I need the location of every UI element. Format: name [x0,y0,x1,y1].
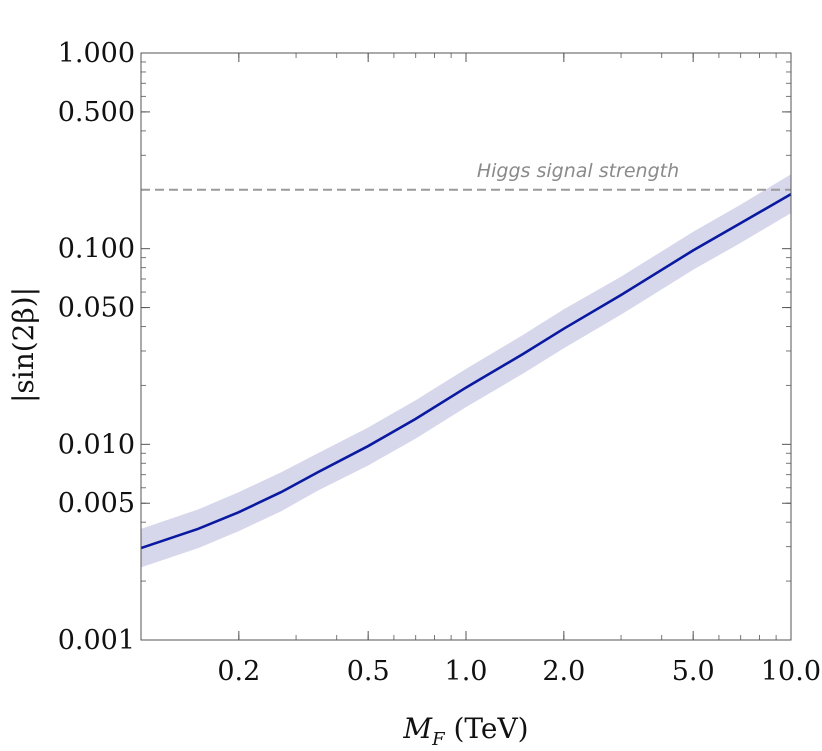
x-axis-title-unit: (TeV) [445,712,529,745]
y-tick-label: 0.050 [58,293,135,324]
y-axis-title: |sin(2β)| [7,287,40,403]
y-tick-label: 0.100 [58,234,135,265]
y-tick-label: 0.010 [58,429,135,460]
x-tick-label: 0.2 [217,656,260,687]
y-tick-label: 0.001 [58,625,135,656]
x-tick-label: 10.0 [761,656,821,687]
x-axis-title: MF (TeV) [402,712,528,750]
y-tick-label: 1.000 [58,38,135,69]
x-axis-title-main: M [402,712,433,745]
plot-frame [140,52,792,641]
x-axis-title-sub: F [431,729,446,750]
central-curve [140,192,792,550]
uncertainty-band [141,174,791,568]
y-tick-labels: 0.001 0.005 0.010 0.050 0.100 0.500 1.000 [58,38,135,656]
higgs-reference-label: Higgs signal strength [477,160,679,182]
y-tick-label: 0.500 [58,97,135,128]
x-tick-label: 1.0 [445,656,488,687]
x-tick-label: 5.0 [672,656,715,687]
x-tick-labels: 0.2 0.5 1.0 2.0 5.0 10.0 [217,656,821,687]
x-tick-label: 0.5 [347,656,390,687]
y-tick-label: 0.005 [58,488,135,519]
major-ticks [141,52,792,641]
minor-ticks [141,53,791,640]
x-tick-label: 2.0 [542,656,585,687]
